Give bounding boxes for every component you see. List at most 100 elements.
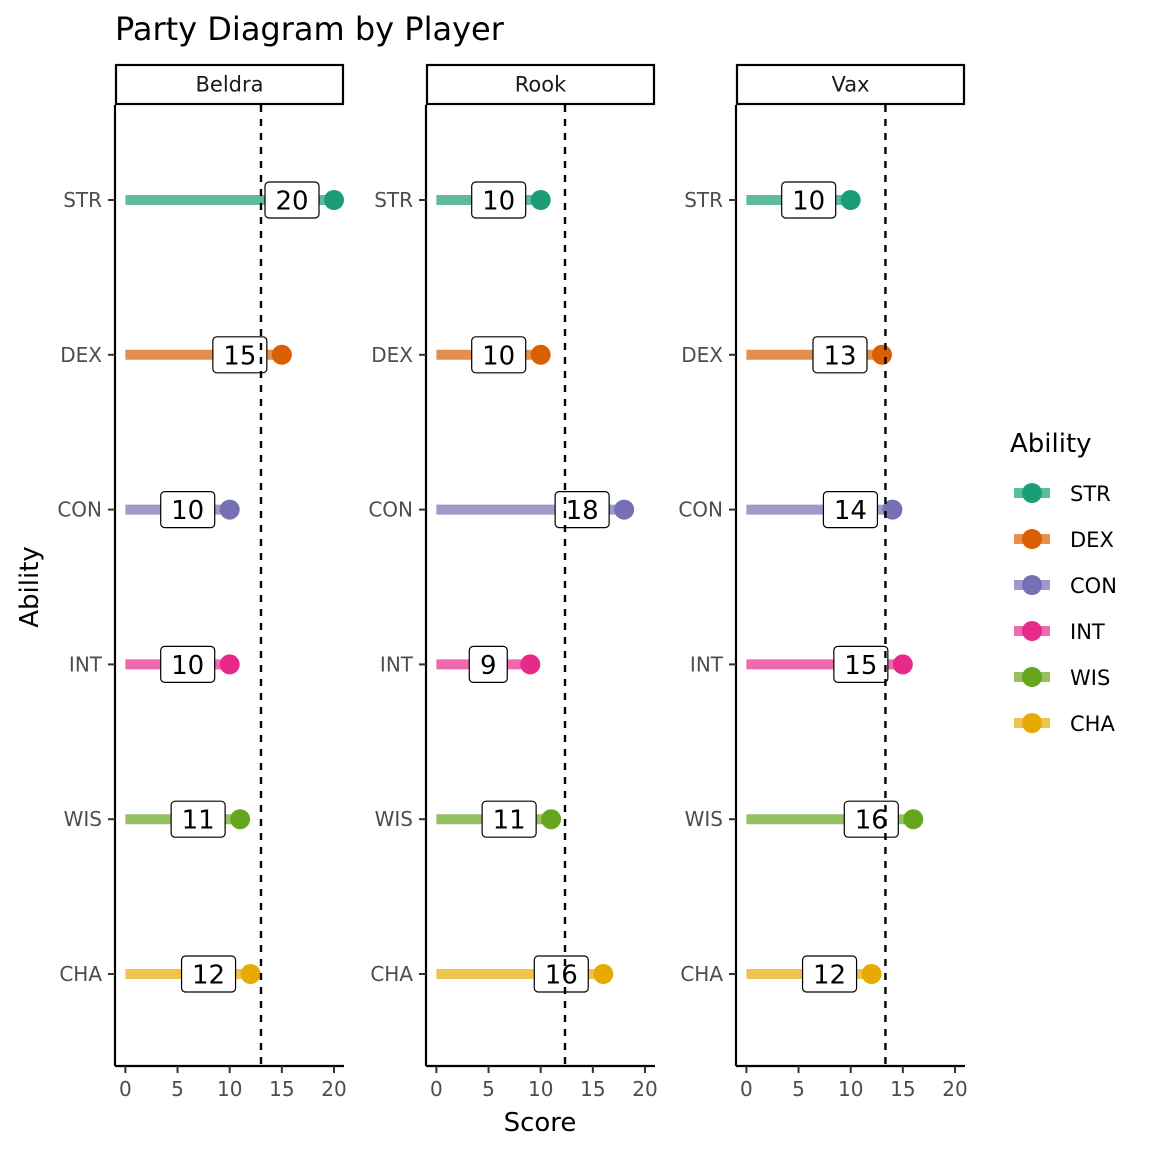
strip-label-rook: Rook: [515, 73, 567, 97]
value-label-box-beldra-wis: [170, 800, 226, 838]
point-rook-cha: [593, 964, 614, 984]
value-label-box-vax-con: [822, 491, 879, 529]
x-axis-title: Score: [504, 1108, 577, 1138]
y-tick-label-rook-cha: CHA: [370, 962, 413, 986]
strip-label-vax: Vax: [831, 73, 869, 97]
value-label-rook-dex: 10: [482, 341, 515, 371]
y-tick-label-vax-con: CON: [678, 498, 723, 522]
point-vax-int: [892, 654, 913, 675]
legend-key-point-con: [1022, 575, 1042, 595]
x-tick-label-rook-10: 10: [528, 1077, 553, 1101]
y-axis-title: Ability: [15, 546, 45, 628]
value-label-rook-int: 9: [480, 651, 497, 681]
x-tick-label-vax-5: 5: [792, 1077, 805, 1101]
legend-key-point-wis: [1022, 667, 1042, 687]
point-vax-con: [882, 499, 903, 520]
legend-key-point-dex: [1022, 529, 1042, 549]
point-rook-wis: [541, 809, 562, 830]
legend-title: Ability: [1010, 429, 1092, 459]
x-tick-label-beldra-0: 0: [119, 1077, 132, 1101]
legend-key-point-int: [1022, 621, 1042, 641]
value-label-box-beldra-int: [160, 645, 216, 684]
value-label-box-vax-str: [781, 181, 837, 219]
legend-label-cha: CHA: [1070, 712, 1115, 736]
point-beldra-wis: [230, 809, 251, 830]
point-rook-int: [520, 654, 541, 675]
point-beldra-str: [324, 190, 344, 210]
x-tick-label-rook-5: 5: [482, 1077, 495, 1101]
point-rook-dex: [530, 344, 551, 365]
x-tick-label-beldra-5: 5: [171, 1077, 184, 1101]
value-label-box-beldra-cha: [180, 955, 237, 993]
value-label-beldra-wis: 11: [182, 806, 215, 836]
value-label-vax-dex: 13: [823, 341, 856, 371]
value-label-rook-cha: 16: [545, 961, 578, 991]
value-label-vax-int: 15: [844, 651, 877, 681]
value-label-beldra-con: 10: [171, 496, 204, 526]
point-vax-str: [840, 190, 861, 210]
y-tick-label-beldra-wis: WIS: [64, 807, 102, 831]
value-label-beldra-cha: 12: [192, 961, 225, 991]
strip-label-beldra: Beldra: [196, 73, 264, 97]
y-tick-label-beldra-con: CON: [57, 498, 102, 522]
strip-box-rook: [425, 63, 656, 106]
strip-box-vax: [735, 63, 966, 106]
y-tick-label-rook-dex: DEX: [371, 343, 413, 367]
legend-label-con: CON: [1070, 574, 1117, 598]
legend-label-str: STR: [1070, 482, 1111, 506]
y-tick-label-beldra-str: STR: [63, 188, 102, 212]
value-label-box-rook-dex: [471, 336, 527, 374]
y-tick-label-beldra-dex: DEX: [60, 343, 102, 367]
point-vax-dex: [871, 344, 892, 365]
legend-label-wis: WIS: [1070, 666, 1110, 690]
point-beldra-int: [219, 654, 240, 675]
value-label-rook-wis: 11: [493, 806, 526, 836]
y-tick-label-vax-wis: WIS: [685, 807, 723, 831]
point-rook-con: [614, 499, 635, 520]
chart-title: Party Diagram by Player: [115, 10, 505, 48]
x-tick-label-rook-0: 0: [430, 1077, 443, 1101]
value-label-box-beldra-str: [264, 181, 320, 219]
x-tick-label-rook-15: 15: [580, 1077, 605, 1101]
point-vax-cha: [861, 964, 882, 984]
x-tick-label-vax-15: 15: [890, 1077, 915, 1101]
x-tick-label-vax-20: 20: [942, 1077, 967, 1101]
value-label-vax-wis: 16: [855, 806, 888, 836]
y-tick-label-vax-int: INT: [690, 652, 724, 676]
x-tick-label-rook-20: 20: [632, 1077, 657, 1101]
y-tick-label-rook-con: CON: [368, 498, 413, 522]
value-label-beldra-int: 10: [171, 651, 204, 681]
value-label-vax-con: 14: [834, 496, 867, 526]
point-rook-str: [530, 190, 551, 210]
value-label-rook-str: 10: [482, 187, 515, 217]
value-label-box-rook-int: [468, 645, 508, 684]
panel-beldra: Beldra 0 5 10 15 20 STR 20 DEX 15 CON 10 INT 10 WIS 11 C…: [57, 63, 347, 1101]
value-label-box-rook-con: [554, 491, 610, 529]
y-tick-label-vax-dex: DEX: [681, 343, 723, 367]
legend-label-dex: DEX: [1070, 528, 1114, 552]
value-label-box-beldra-con: [160, 491, 216, 529]
value-label-box-vax-int: [833, 645, 889, 684]
value-label-box-rook-str: [471, 181, 527, 219]
y-tick-label-vax-str: STR: [684, 188, 723, 212]
legend: STR DEX CON INT WIS CHA: [1014, 482, 1117, 736]
point-beldra-con: [219, 499, 240, 520]
point-beldra-dex: [271, 344, 292, 365]
value-label-rook-con: 18: [566, 496, 599, 526]
value-label-beldra-str: 20: [275, 187, 308, 217]
point-beldra-cha: [240, 964, 261, 984]
x-tick-label-beldra-15: 15: [269, 1077, 294, 1101]
value-label-box-rook-wis: [481, 800, 537, 838]
value-label-vax-cha: 12: [813, 961, 846, 991]
legend-key-point-str: [1022, 483, 1042, 503]
y-tick-label-beldra-cha: CHA: [59, 962, 102, 986]
value-label-beldra-dex: 15: [223, 341, 256, 371]
x-tick-label-beldra-10: 10: [217, 1077, 242, 1101]
x-tick-label-vax-0: 0: [740, 1077, 753, 1101]
point-vax-wis: [903, 809, 924, 830]
x-tick-label-beldra-20: 20: [321, 1077, 346, 1101]
y-tick-label-rook-str: STR: [374, 188, 413, 212]
y-tick-label-rook-wis: WIS: [375, 807, 413, 831]
